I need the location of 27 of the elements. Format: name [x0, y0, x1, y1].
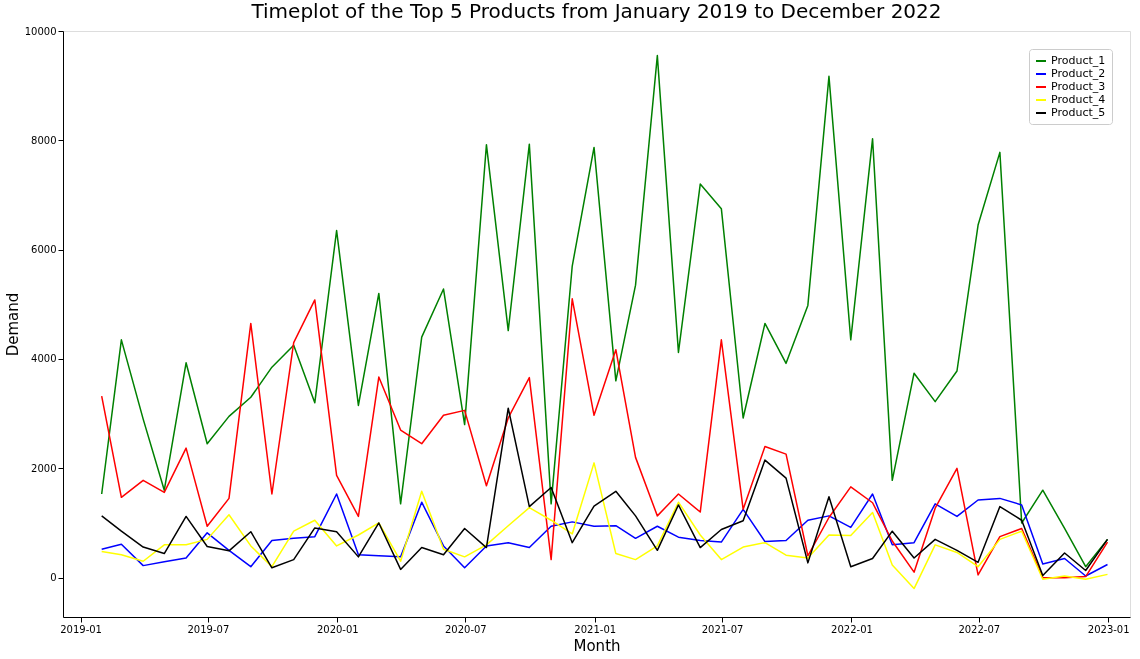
legend-label: Product_3: [1051, 80, 1106, 93]
legend-label: Product_4: [1051, 93, 1106, 106]
legend-label: Product_2: [1051, 67, 1106, 80]
legend-label: Product_1: [1051, 54, 1106, 67]
x-tick-label: 2019-07: [187, 623, 230, 635]
x-tick-label: 2020-01: [316, 623, 359, 635]
chart-title: Timeplot of the Top 5 Products from January 2019 to December 2022: [250, 0, 942, 23]
x-tick-label: 2020-07: [444, 623, 487, 635]
y-tick-label: 2000: [31, 462, 57, 474]
line-series: [100, 462, 1109, 590]
y-axis-title: Demand: [3, 292, 22, 357]
x-tick-label: 2021-01: [574, 623, 617, 635]
x-tick-label: 2022-01: [831, 623, 873, 635]
line-series: [100, 407, 1109, 577]
x-tick-label: 2019-01: [60, 623, 102, 635]
y-tick-label: 6000: [31, 244, 57, 256]
y-tick-label: 10000: [24, 25, 57, 37]
y-tick-label: 0: [50, 572, 57, 584]
line-series: [100, 493, 1109, 577]
x-axis-title: Month: [573, 636, 621, 655]
legend-label: Product_5: [1051, 106, 1106, 119]
x-tick-label: 2022-07: [958, 623, 1001, 635]
x-tick-label: 2023-01: [1087, 623, 1130, 635]
y-tick-label: 8000: [31, 134, 57, 146]
line-series: [100, 298, 1109, 579]
x-tick-label: 2021-07: [701, 623, 744, 635]
y-tick-label: 4000: [31, 353, 57, 365]
